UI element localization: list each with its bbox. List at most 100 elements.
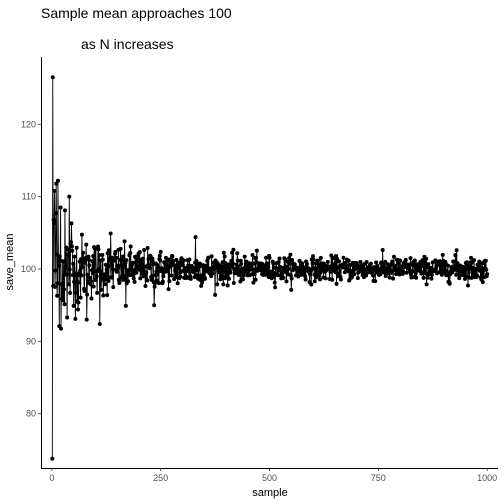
data-point (88, 282, 93, 287)
data-point (128, 251, 133, 256)
data-point (301, 269, 306, 274)
data-point (188, 276, 193, 281)
data-point (358, 260, 363, 265)
data-point (194, 258, 199, 263)
data-point (94, 274, 99, 279)
data-point (464, 274, 469, 279)
y-axis-title: save_mean (4, 234, 16, 291)
data-point (55, 178, 60, 183)
data-point (152, 303, 157, 308)
data-point (166, 287, 171, 292)
data-point (126, 279, 131, 284)
data-point (186, 269, 191, 274)
data-point (447, 281, 452, 286)
data-point (100, 257, 105, 262)
data-point (317, 277, 322, 282)
data-point (100, 253, 105, 258)
data-point (390, 261, 395, 266)
data-point (64, 272, 69, 277)
x-axis-title: sample (252, 487, 287, 499)
data-point (373, 279, 378, 284)
data-point (170, 254, 175, 259)
data-point (62, 302, 67, 307)
data-point (231, 247, 236, 252)
data-point (65, 315, 70, 320)
y-axis-ticks: 80 90 100 110 120 (21, 119, 41, 419)
data-point (425, 275, 430, 280)
data-point (221, 250, 226, 255)
data-point (364, 273, 369, 278)
data-point (271, 261, 276, 266)
data-point (187, 257, 192, 262)
data-point (60, 295, 65, 300)
data-point (68, 290, 73, 295)
data-point (104, 267, 109, 272)
data-point (276, 260, 281, 265)
data-point (334, 256, 339, 261)
data-point (288, 252, 293, 257)
data-point (457, 276, 462, 281)
data-point (123, 264, 127, 269)
data-point (250, 261, 255, 266)
data-point (54, 181, 59, 186)
data-point (86, 257, 91, 262)
data-point (84, 317, 89, 322)
data-point (106, 278, 111, 283)
data-point (145, 245, 150, 250)
data-point (480, 279, 485, 284)
data-point (142, 247, 147, 252)
data-point (58, 205, 63, 210)
data-point (84, 242, 89, 247)
data-point (404, 270, 409, 275)
data-point (134, 270, 139, 275)
data-point (422, 265, 427, 270)
data-point (316, 258, 321, 263)
data-point (277, 256, 282, 261)
data-point (364, 259, 369, 264)
chart-title: Sample mean approaches 100 (41, 5, 232, 21)
data-point (215, 282, 220, 287)
data-point (242, 254, 247, 259)
data-point (310, 261, 315, 266)
data-point (128, 244, 133, 249)
data-point (398, 258, 403, 263)
data-point (454, 248, 459, 253)
data-point (439, 272, 444, 277)
data-point (178, 274, 183, 279)
data-point (265, 265, 270, 270)
data-point (484, 267, 489, 272)
data-point (117, 279, 122, 284)
data-point (252, 267, 257, 272)
x-tick-label: 500 (262, 473, 277, 483)
data-point (412, 258, 417, 263)
data-point (383, 273, 388, 278)
data-point (123, 303, 128, 308)
data-point (254, 248, 259, 253)
data-point (283, 257, 288, 262)
data-point (114, 269, 119, 274)
data-point (107, 248, 112, 253)
plot-area (50, 75, 490, 461)
data-point (55, 281, 60, 286)
data-point (249, 266, 254, 271)
data-point (197, 261, 202, 266)
data-point (181, 258, 186, 263)
data-point (89, 279, 94, 284)
data-point (122, 274, 127, 279)
data-point (130, 268, 135, 273)
data-point (424, 282, 429, 287)
data-point (87, 263, 92, 268)
data-point (70, 248, 75, 253)
data-point (67, 267, 72, 272)
data-point (273, 285, 278, 290)
data-point (423, 260, 428, 265)
data-point (158, 249, 163, 254)
data-point (116, 265, 121, 270)
data-point (388, 270, 393, 275)
data-point (391, 276, 396, 281)
data-point (78, 295, 83, 300)
data-point (57, 254, 62, 259)
data-point (121, 277, 126, 282)
data-point (85, 272, 90, 277)
